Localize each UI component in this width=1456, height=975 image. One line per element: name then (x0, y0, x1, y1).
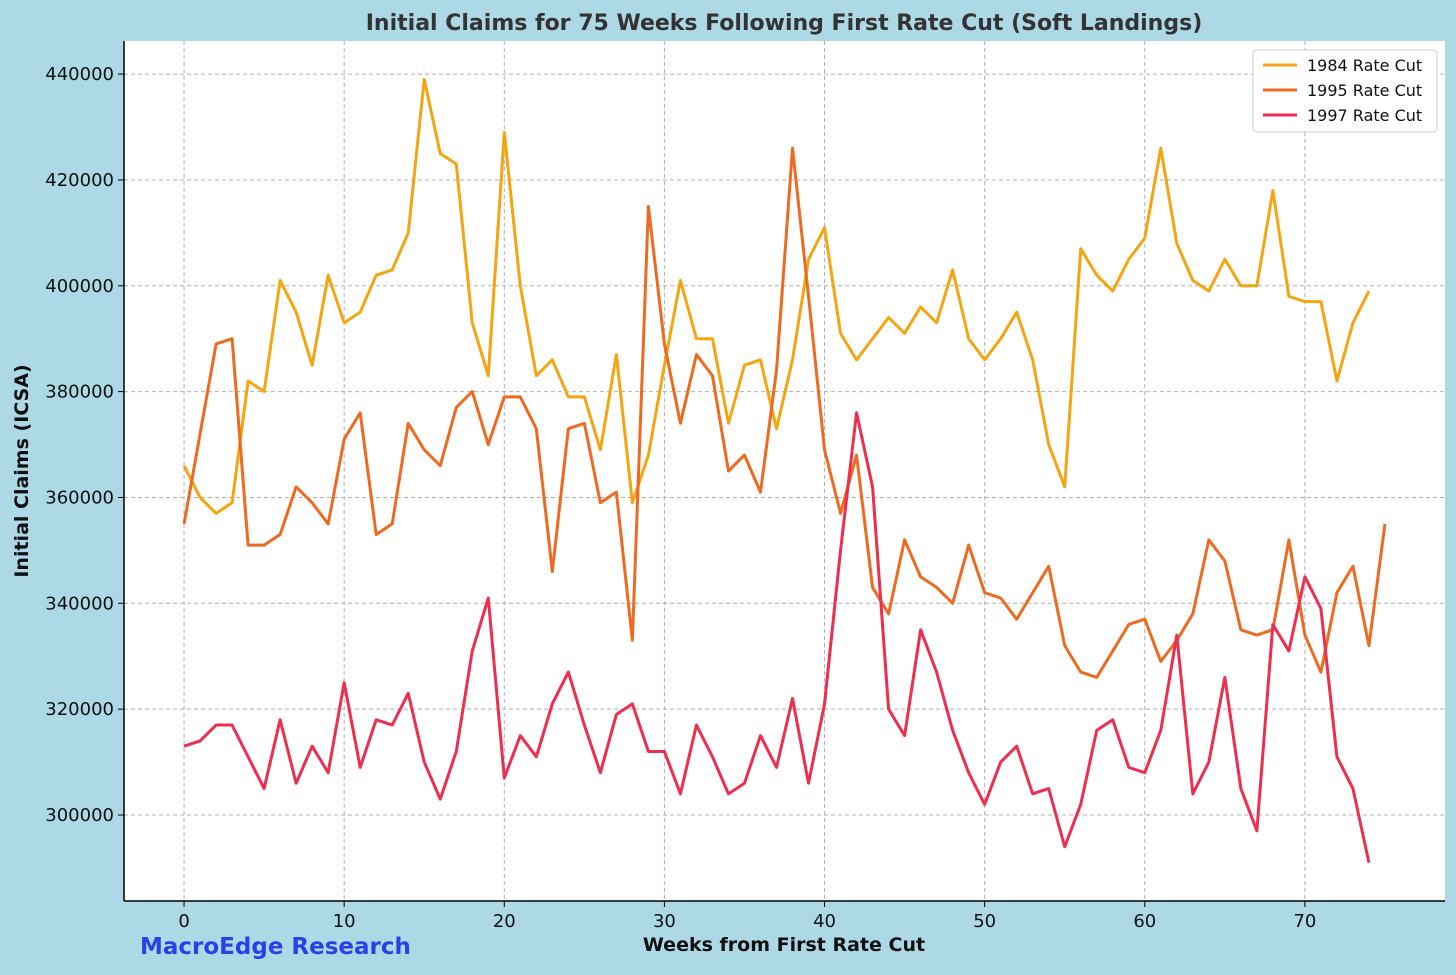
y-tick-label: 440000 (45, 64, 114, 85)
legend-box (1252, 49, 1438, 133)
y-tick-label: 420000 (45, 170, 114, 191)
y-tick-label: 380000 (45, 382, 114, 403)
series-line-1 (182, 146, 1387, 679)
x-tick-label: 70 (1293, 911, 1316, 932)
series-line-2 (183, 411, 1371, 863)
legend-label: 1995 Rate Cut (1307, 81, 1422, 100)
chart-title: Initial Claims for 75 Weeks Following Fi… (366, 11, 1203, 36)
x-tick-label: 50 (973, 911, 996, 932)
x-tick-label: 60 (1133, 911, 1156, 932)
axes: 0 10 20 30 40 50 60 70 300000 320000 340000 360000 3… (45, 41, 1445, 932)
series-line-0 (182, 77, 1371, 515)
x-tick-label: 20 (493, 911, 516, 932)
x-tick-label: 10 (333, 911, 356, 932)
plot-area (124, 41, 1445, 901)
x-tick-label: 30 (653, 911, 676, 932)
y-tick-label: 360000 (45, 487, 114, 508)
legend: 1984 Rate Cut 1995 Rate Cut 1997 Rate Cut (1252, 49, 1438, 133)
y-tick-label: 300000 (45, 805, 114, 826)
x-tick-label: 0 (178, 911, 189, 932)
series-lines (182, 77, 1387, 863)
legend-label: 1984 Rate Cut (1307, 56, 1422, 75)
y-tick-label: 400000 (45, 276, 114, 297)
y-tick-label: 320000 (45, 699, 114, 720)
y-tick-label: 340000 (45, 593, 114, 614)
legend-label: 1997 Rate Cut (1307, 106, 1422, 125)
watermark-text: MacroEdge Research (140, 934, 411, 960)
x-tick-label: 40 (813, 911, 836, 932)
y-axis-label: Initial Claims (ICSA) (11, 364, 33, 577)
x-axis-label: Weeks from First Rate Cut (643, 934, 925, 956)
